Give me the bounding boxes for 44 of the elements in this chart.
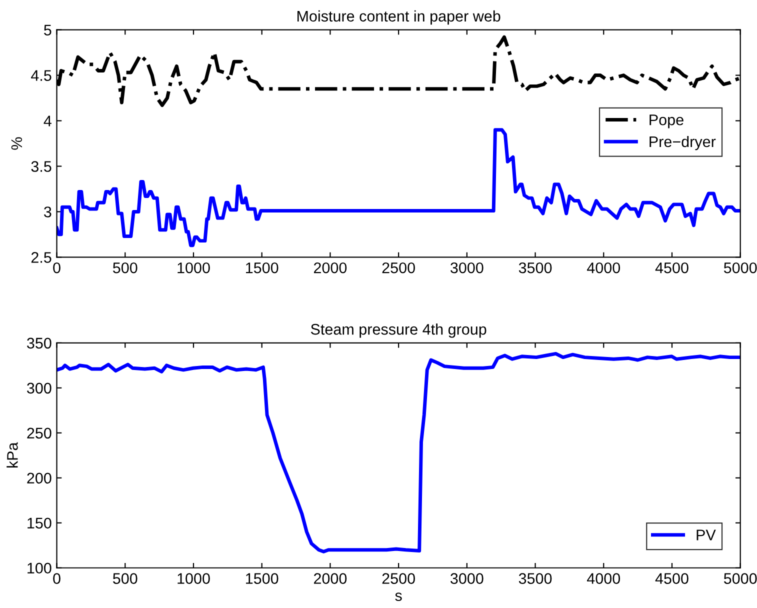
x-tick-label: 5000 [724, 262, 757, 274]
x-tick-label: 500 [113, 573, 138, 584]
x-tick-label: 4500 [655, 573, 688, 584]
line-series [56, 128, 740, 248]
x-tick-label: 3000 [450, 573, 484, 584]
x-tick-label: 500 [113, 262, 138, 274]
chart-title: Moisture content in paper web [297, 10, 500, 25]
x-tick-label: 1000 [178, 262, 210, 274]
x-tick-label: 3500 [518, 262, 552, 274]
y-tick-label: 3.5 [31, 161, 52, 172]
y-tick-label: 200 [27, 472, 52, 484]
x-tick-label: 0 [53, 262, 60, 274]
y-tick-label: 100 [28, 562, 52, 574]
x-tick-label: 4000 [586, 573, 620, 584]
legend-label: Pope [650, 114, 684, 128]
x-tick-label: 5000 [724, 573, 757, 584]
y-tick-label: 350 [27, 338, 52, 349]
x-tick-label: 2500 [382, 573, 415, 584]
legend-label: Pre−dryer [650, 136, 716, 150]
y-tick-label: 150 [28, 518, 52, 529]
x-tick-label: 3000 [450, 262, 484, 274]
x-tick-label: 2000 [314, 262, 347, 274]
x-tick-label: 4500 [655, 262, 688, 274]
x-tick-label: 2000 [314, 573, 347, 584]
y-tick-label: 300 [27, 382, 52, 394]
y-axis-title: % [11, 137, 22, 150]
y-tick-label: 5 [44, 24, 52, 36]
x-tick-label: 3500 [518, 573, 552, 584]
y-tick-label: 4 [44, 116, 52, 126]
x-tick-label: 1000 [178, 573, 210, 584]
line-series [56, 352, 740, 554]
y-tick-label: 3 [44, 206, 52, 218]
legend-label: PV [696, 530, 716, 540]
x-tick-label: 0 [53, 573, 60, 584]
y-axis-title: kPa [6, 442, 18, 468]
x-tick-label: 4000 [586, 262, 620, 274]
y-tick-label: 2.5 [31, 252, 52, 263]
chart-title: Steam pressure 4th group [310, 324, 486, 338]
x-axis-title: s [395, 592, 402, 601]
x-tick-label: 1500 [246, 573, 278, 584]
y-tick-label: 4.5 [31, 70, 52, 81]
x-tick-label: 1500 [246, 262, 278, 274]
x-tick-label: 2500 [382, 262, 415, 274]
y-tick-label: 250 [27, 428, 52, 439]
